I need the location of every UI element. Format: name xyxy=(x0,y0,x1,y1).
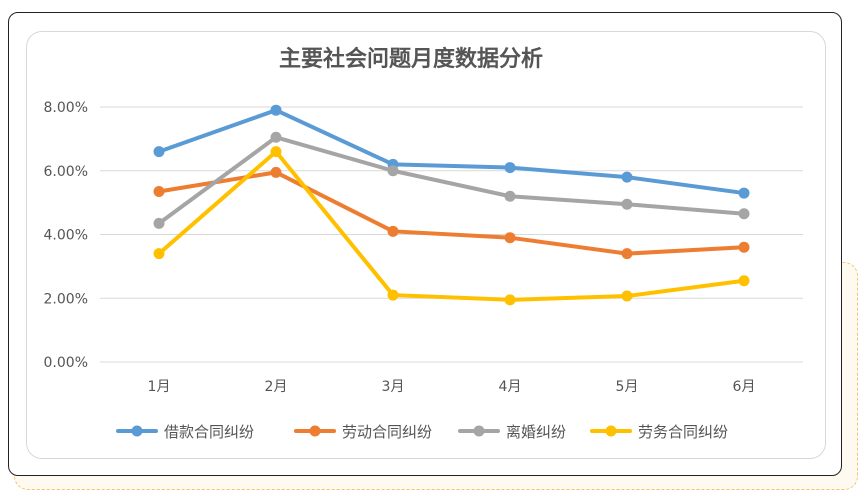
data-point xyxy=(153,217,165,229)
data-point xyxy=(387,225,399,237)
legend-item: 劳务合同纠纷 xyxy=(590,423,728,441)
series-line xyxy=(157,170,746,256)
data-point xyxy=(621,171,633,183)
legend-item: 劳动合同纠纷 xyxy=(294,423,432,441)
x-tick-label: 6月 xyxy=(733,379,756,395)
y-axis-labels: 0.00% 2.00% 4.00% 6.00% 8.00% xyxy=(44,100,88,371)
data-point xyxy=(738,187,750,199)
legend-label: 借款合同纠纷 xyxy=(164,423,254,441)
series-4 xyxy=(153,146,750,306)
data-point xyxy=(270,131,282,143)
y-tick-label: 4.00% xyxy=(44,228,88,244)
legend-swatch-marker xyxy=(605,425,617,437)
data-point xyxy=(153,185,165,197)
data-point xyxy=(504,232,516,244)
legend-swatch-marker xyxy=(473,425,485,437)
data-point xyxy=(270,146,282,158)
data-point xyxy=(738,275,750,287)
x-tick-label: 4月 xyxy=(499,379,522,395)
data-point xyxy=(621,248,633,260)
legend-swatch-marker xyxy=(309,425,321,437)
data-point xyxy=(504,294,516,306)
y-tick-label: 0.00% xyxy=(44,355,88,371)
x-tick-label: 5月 xyxy=(616,379,639,395)
data-point xyxy=(270,166,282,178)
series-line xyxy=(157,149,746,302)
chart-title: 主要社会问题月度数据分析 xyxy=(279,46,543,72)
series-1 xyxy=(153,104,750,199)
data-point xyxy=(387,165,399,177)
x-tick-label: 3月 xyxy=(382,379,405,395)
data-point xyxy=(504,190,516,202)
x-tick-label: 2月 xyxy=(265,379,288,395)
series-line xyxy=(157,108,746,196)
data-point xyxy=(621,290,633,302)
data-point xyxy=(270,104,282,116)
data-point xyxy=(504,162,516,174)
legend-swatch-marker xyxy=(131,425,143,437)
series-2 xyxy=(153,166,750,260)
data-point xyxy=(738,208,750,220)
y-tick-label: 8.00% xyxy=(44,100,88,116)
x-axis-labels: 1月 2月 3月 4月 5月 6月 xyxy=(148,379,756,395)
y-tick-label: 6.00% xyxy=(44,164,88,180)
legend-label: 离婚纠纷 xyxy=(506,423,566,441)
series-group xyxy=(153,104,750,306)
y-tick-label: 2.00% xyxy=(44,291,88,307)
series-3 xyxy=(153,131,750,229)
legend-item: 离婚纠纷 xyxy=(458,423,566,441)
series-line xyxy=(157,135,746,226)
legend-label: 劳务合同纠纷 xyxy=(638,423,728,441)
data-point xyxy=(387,289,399,301)
legend: 借款合同纠纷 劳动合同纠纷 离婚纠纷 劳务合同纠纷 xyxy=(116,423,728,441)
legend-label: 劳动合同纠纷 xyxy=(342,423,432,441)
x-tick-label: 1月 xyxy=(148,379,171,395)
data-point xyxy=(153,146,165,158)
data-point xyxy=(738,241,750,253)
legend-item: 借款合同纠纷 xyxy=(116,423,254,441)
data-point xyxy=(153,248,165,260)
chart-card xyxy=(26,31,826,459)
data-point xyxy=(621,198,633,210)
